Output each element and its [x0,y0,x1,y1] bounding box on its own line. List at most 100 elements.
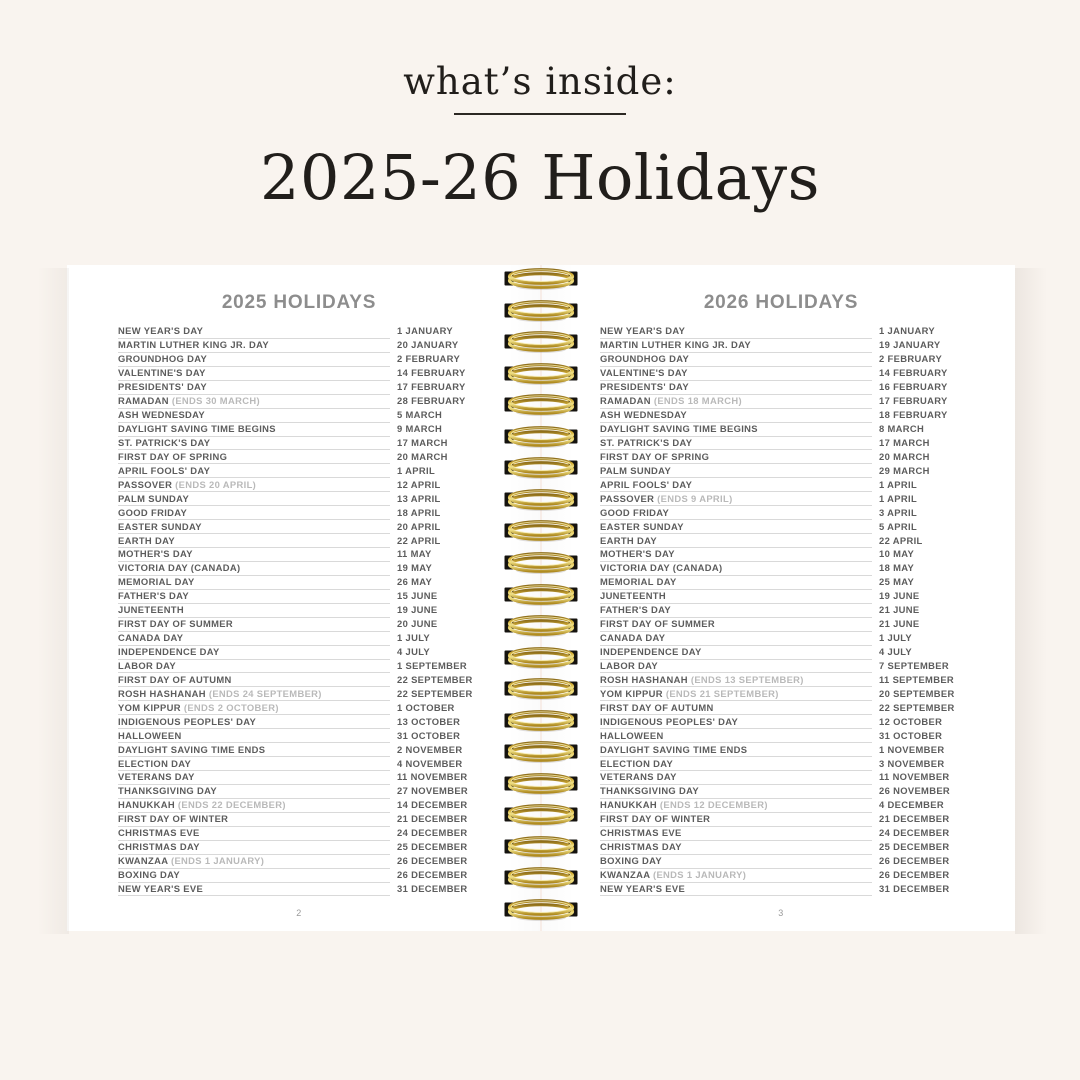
holiday-name: MARTIN LUTHER KING JR. DAY [118,339,269,351]
holiday-row: GROUNDHOG DAY 2 FEBRUARY [600,353,962,367]
holiday-label: JUNETEENTH [118,604,390,618]
holiday-row: INDEPENDENCE DAY 4 JULY [118,646,480,660]
holiday-row: YOM KIPPUR (ENDS 21 SEPTEMBER) 20 SEPTEMB… [600,687,962,702]
holiday-name: PRESIDENTS' DAY [600,381,689,393]
holiday-row: ELECTION DAY 3 NOVEMBER [600,757,962,771]
holiday-label: DAYLIGHT SAVING TIME ENDS [118,744,390,758]
holiday-name: VETERANS DAY [600,771,677,783]
holiday-label: THANKSGIVING DAY [600,785,872,799]
holiday-date: 20 MARCH [879,450,930,462]
planner-page-2026: 2026 HOLIDAYS NEW YEAR'S DAY 1 JANUARY MAR… [541,265,1015,931]
holiday-row: HALLOWEEN 31 OCTOBER [118,729,480,744]
holiday-name: FIRST DAY OF SUMMER [600,618,715,630]
holiday-row: VETERANS DAY 11 NOVEMBER [118,771,480,785]
holiday-row: FATHER'S DAY 21 JUNE [600,604,962,618]
holiday-label: HANUKKAH (ENDS 22 DECEMBER) [118,799,390,813]
holiday-name: GROUNDHOG DAY [118,353,208,365]
holiday-label: PALM SUNDAY [600,465,872,479]
holiday-date: 21 JUNE [879,604,920,616]
holiday-name: HANUKKAH [118,799,175,811]
holiday-name: FATHER'S DAY [600,604,672,616]
holiday-name: FIRST DAY OF WINTER [118,813,229,825]
holiday-date: 19 JUNE [397,604,438,616]
holiday-date: 26 MAY [397,576,433,588]
holiday-name: ROSH HASHANAH [600,673,688,685]
holiday-date: 26 DECEMBER [397,869,468,880]
holiday-date: 4 DECEMBER [879,799,944,811]
holiday-row: YOM KIPPUR (ENDS 2 OCTOBER) 1 OCTOBER [118,701,480,716]
holiday-row: VALENTINE'S DAY 14 FEBRUARY [600,367,962,381]
holiday-label: ROSH HASHANAH (ENDS 13 SEPTEMBER) [600,674,872,688]
holiday-label: PALM SUNDAY [118,493,390,507]
holiday-date: 19 JANUARY [879,339,941,351]
holiday-row: ST. PATRICK'S DAY 17 MARCH [118,437,480,451]
holiday-row: VALENTINE'S DAY 14 FEBRUARY [118,367,480,381]
holiday-note: (ENDS 9 APRIL) [654,492,733,504]
spiral-ring-icon [504,897,578,923]
page-number: 2 [296,908,302,918]
holiday-label: MOTHER'S DAY [118,548,390,562]
holiday-label: RAMADAN (ENDS 18 MARCH) [600,395,872,409]
holiday-label: DAYLIGHT SAVING TIME BEGINS [118,423,390,437]
header: what’s inside: 2025-26 Holidays [0,0,1080,209]
holiday-note: (ENDS 20 APRIL) [172,478,257,490]
holiday-date: 2 FEBRUARY [879,353,943,365]
holiday-label: FIRST DAY OF SPRING [118,451,390,465]
holiday-label: ASH WEDNESDAY [118,409,390,423]
holiday-row: VETERANS DAY 11 NOVEMBER [600,771,962,785]
holiday-label: PRESIDENTS' DAY [600,381,872,395]
holiday-date: 16 FEBRUARY [879,381,948,393]
holiday-date: 11 NOVEMBER [397,771,468,783]
holiday-name: FIRST DAY OF AUTUMN [600,701,714,713]
holiday-name: INDIGENOUS PEOPLES' DAY [118,715,257,727]
holiday-label: CANADA DAY [600,632,872,646]
holiday-name: FIRST DAY OF AUTUMN [118,673,232,685]
holiday-label: RAMADAN (ENDS 30 MARCH) [118,395,390,409]
holiday-date: 19 JUNE [879,590,920,602]
holiday-label: FIRST DAY OF WINTER [118,813,390,827]
holiday-date: 3 NOVEMBER [879,757,945,769]
holiday-note: (ENDS 24 SEPTEMBER) [205,687,322,699]
holiday-label: VETERANS DAY [118,771,390,785]
holiday-label: CHRISTMAS DAY [118,841,390,855]
holiday-row: EASTER SUNDAY 5 APRIL [600,520,962,535]
holiday-label: NEW YEAR'S EVE [118,883,390,897]
holiday-row: INDIGENOUS PEOPLES' DAY 12 OCTOBER [600,715,962,730]
holiday-row: ASH WEDNESDAY 18 FEBRUARY [600,409,962,423]
holiday-date: 18 APRIL [397,506,441,518]
spiral-ring-icon [504,392,578,418]
holiday-name: EASTER SUNDAY [600,520,684,532]
holiday-row: NEW YEAR'S DAY 1 JANUARY [118,325,480,339]
holiday-name: GOOD FRIDAY [118,506,188,518]
holiday-name: PASSOVER [600,492,655,504]
holiday-name: MOTHER'S DAY [600,548,675,560]
holiday-row: FIRST DAY OF SPRING 20 MARCH [118,450,480,465]
holiday-name: DAYLIGHT SAVING TIME BEGINS [118,423,276,434]
holiday-label: VALENTINE'S DAY [600,367,872,381]
holiday-name: ST. PATRICK'S DAY [600,436,693,448]
holiday-label: BOXING DAY [118,869,390,883]
holiday-date: 18 FEBRUARY [879,409,948,421]
holiday-row: KWANZAA (ENDS 1 JANUARY) 26 DECEMBER [600,869,962,883]
holiday-row: MARTIN LUTHER KING JR. DAY 20 JANUARY [118,339,480,353]
holiday-date: 26 NOVEMBER [879,785,951,797]
holiday-row: KWANZAA (ENDS 1 JANUARY) 26 DECEMBER [118,855,480,869]
holiday-row: JUNETEENTH 19 JUNE [600,590,962,604]
holiday-label: NEW YEAR'S DAY [118,325,390,339]
holiday-date: 17 FEBRUARY [879,395,948,407]
holiday-name: DAYLIGHT SAVING TIME BEGINS [600,423,758,434]
holiday-date: 17 MARCH [879,436,930,448]
holiday-date: 14 FEBRUARY [397,367,466,379]
holiday-label: ELECTION DAY [118,757,390,771]
holiday-date: 12 APRIL [397,478,441,490]
holiday-name: INDIGENOUS PEOPLES' DAY [600,715,739,727]
holiday-label: HANUKKAH (ENDS 12 DECEMBER) [600,799,872,813]
holiday-date: 28 FEBRUARY [397,395,466,407]
holiday-date: 22 SEPTEMBER [397,673,473,685]
holiday-name: FIRST DAY OF SUMMER [118,618,233,630]
holiday-name: ELECTION DAY [118,757,192,769]
holiday-row: MOTHER'S DAY 11 MAY [118,548,480,562]
holiday-row: BOXING DAY 26 DECEMBER [118,869,480,883]
holiday-label: KWANZAA (ENDS 1 JANUARY) [600,869,872,883]
holiday-row: VICTORIA DAY (CANADA) 19 MAY [118,562,480,576]
